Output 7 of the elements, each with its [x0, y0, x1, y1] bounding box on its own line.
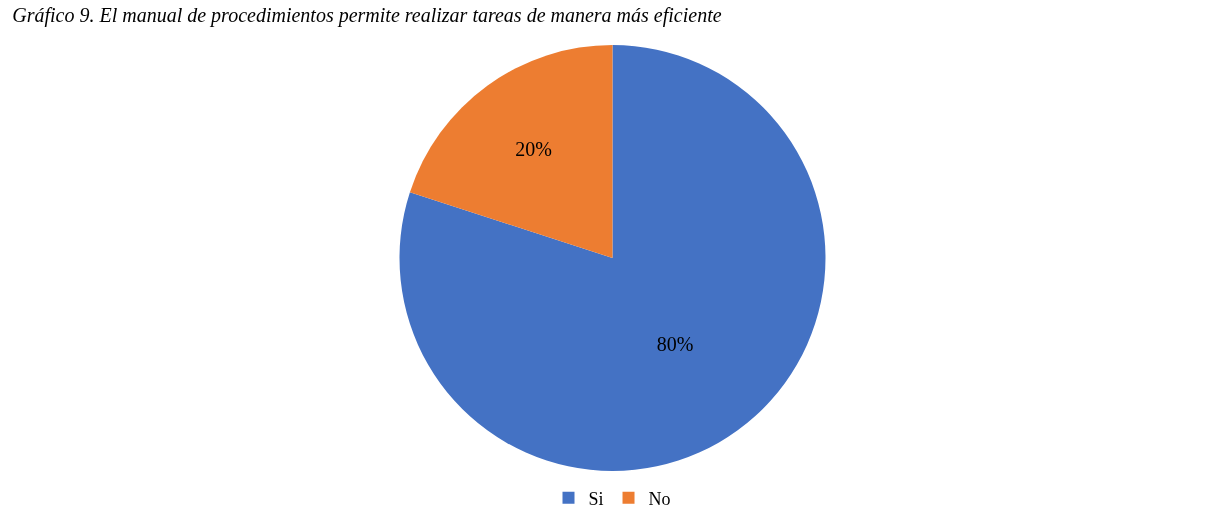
- pie-slice: [399, 45, 826, 471]
- data-label: 80%: [656, 333, 694, 356]
- chart-title: Gráfico 9. El manual de procedimientos permite realizar tareas de manera más eficiente: [12, 3, 722, 27]
- data-label: 20%: [515, 138, 552, 161]
- pie-slice: [409, 45, 613, 258]
- legend-label: Si: [588, 488, 604, 509]
- legend-label: No: [648, 488, 671, 509]
